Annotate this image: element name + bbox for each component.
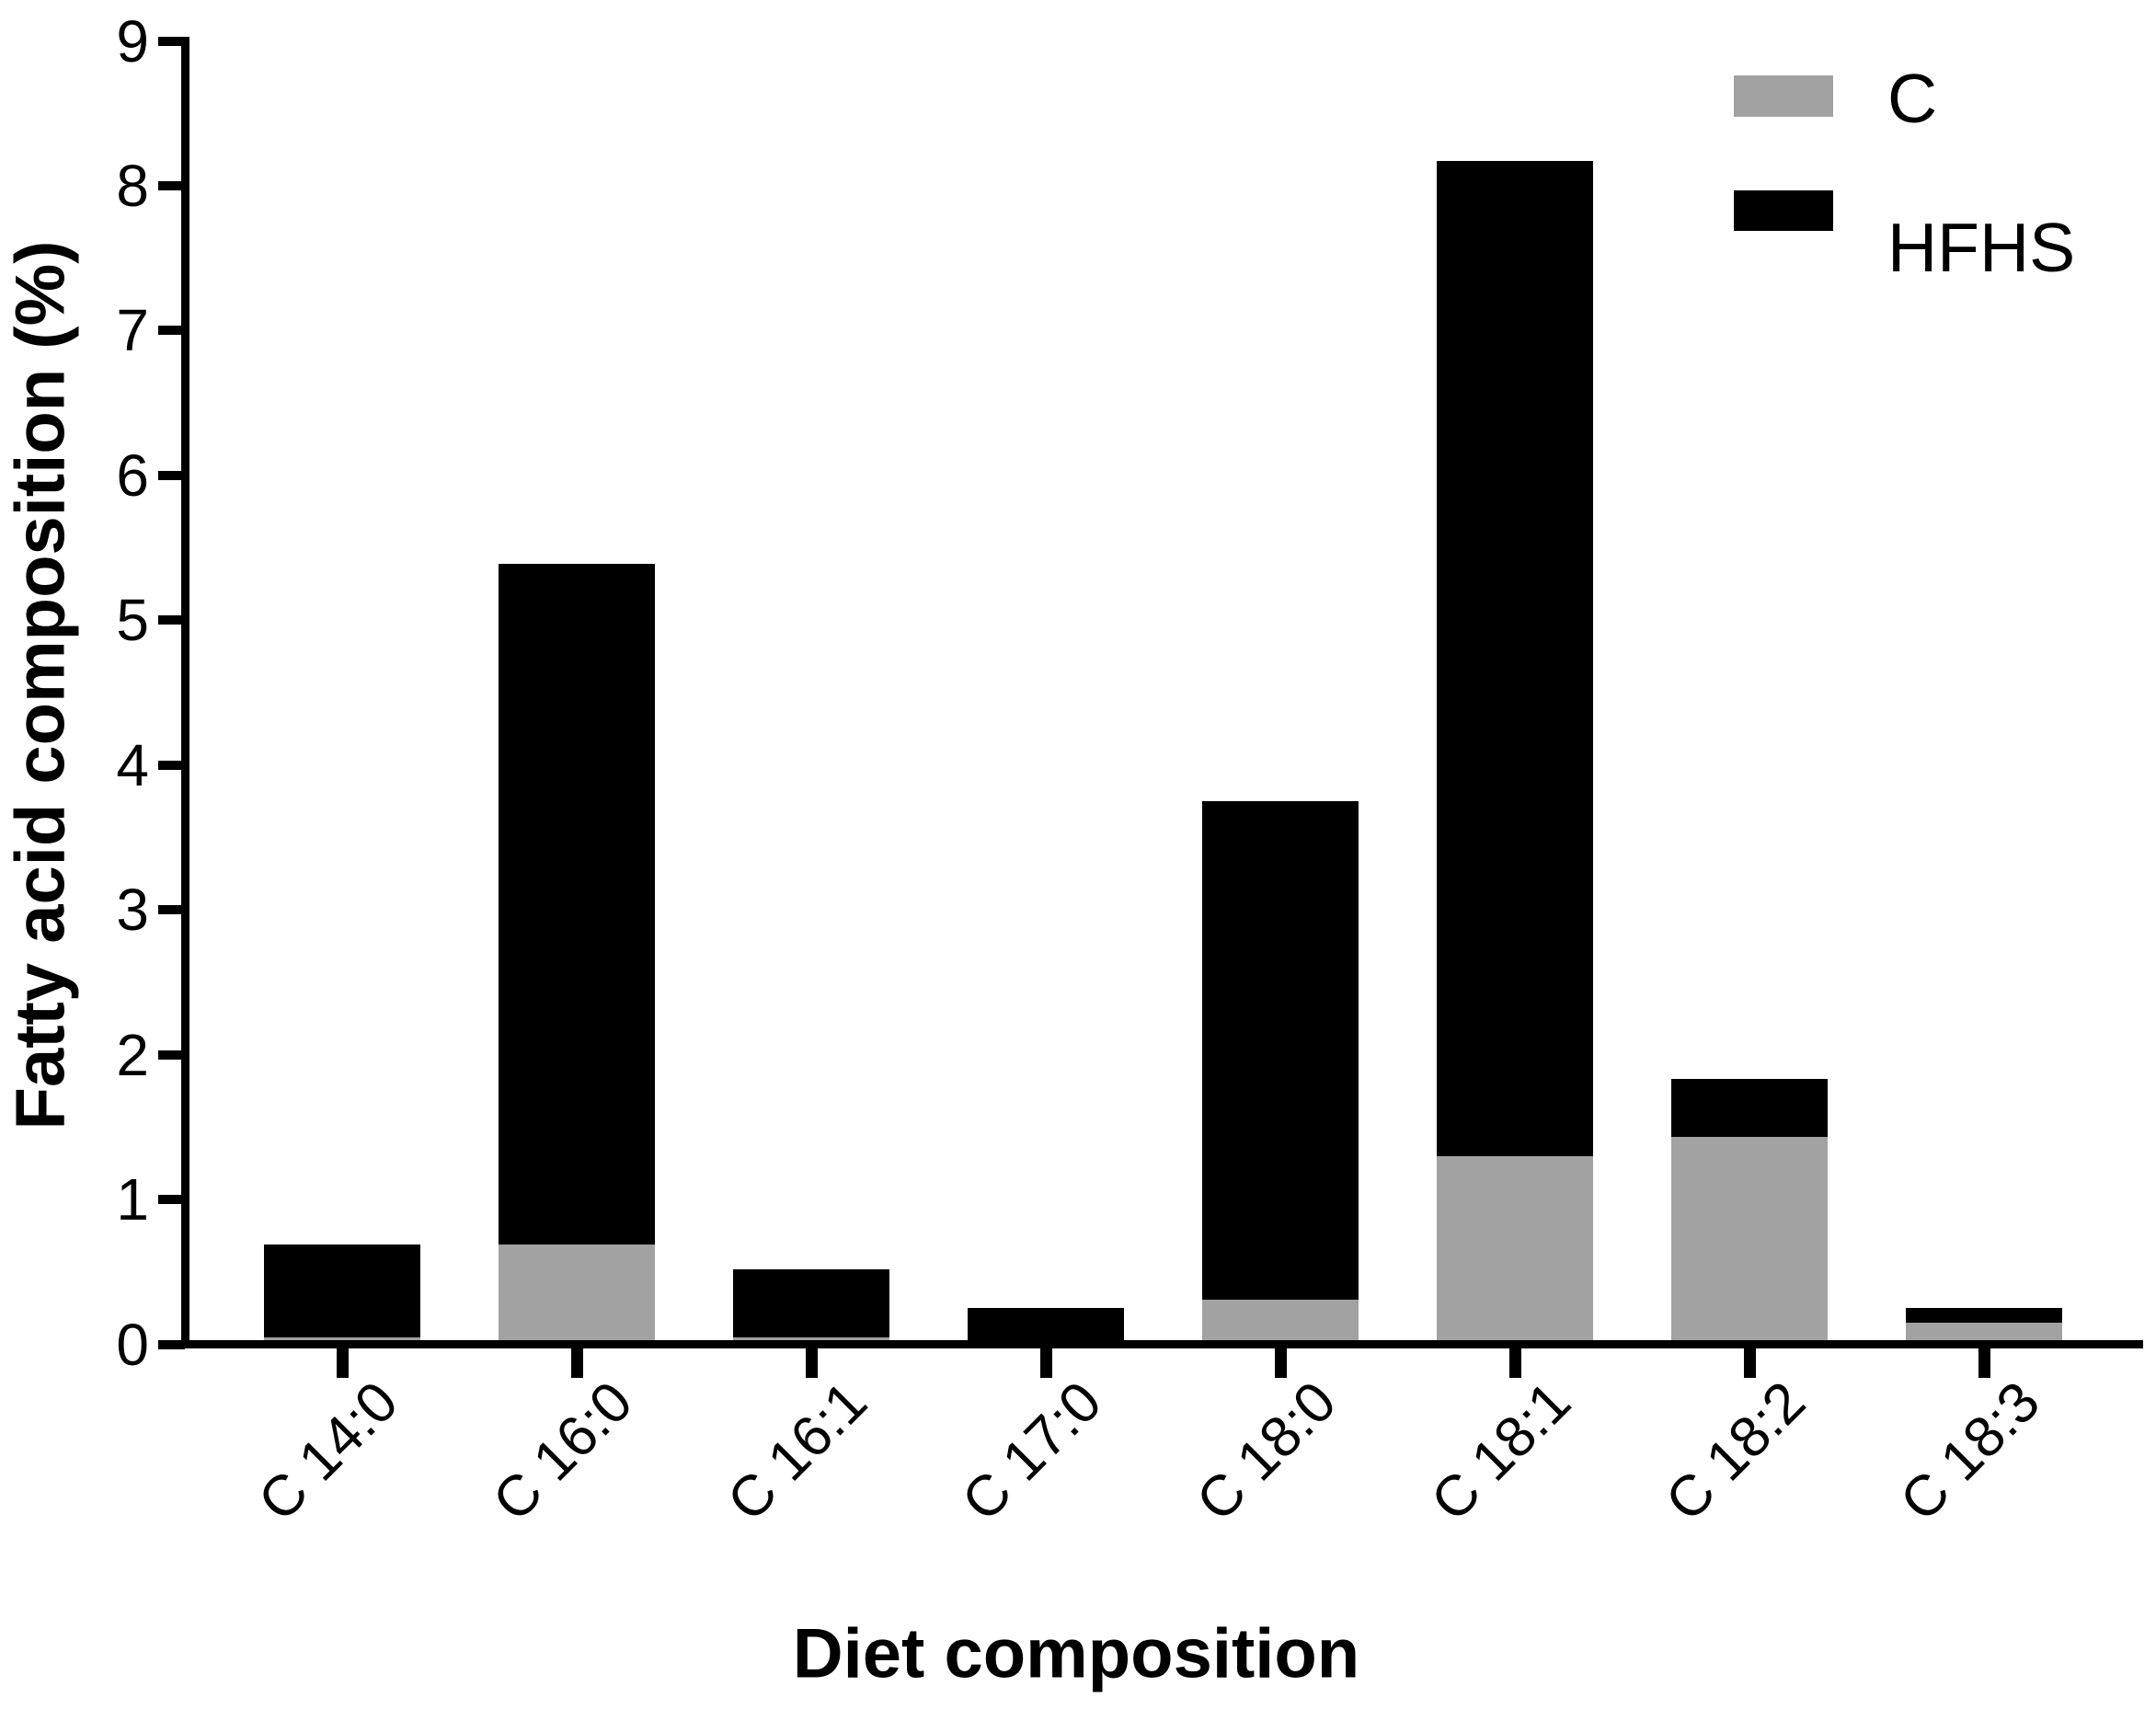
- y-tick-mark: [158, 180, 185, 190]
- bar-segment-c: [1906, 1322, 2062, 1345]
- x-tick-mark: [1039, 1348, 1052, 1378]
- x-tick-mark: [1508, 1348, 1521, 1378]
- bar-segment-hfhs: [1437, 161, 1593, 1156]
- bar-segment-hfhs: [733, 1268, 889, 1337]
- y-tick-label: 3: [116, 877, 149, 944]
- y-tick-mark: [158, 1339, 185, 1349]
- y-tick-mark: [158, 905, 185, 915]
- x-tick-label: C 16:1: [716, 1370, 879, 1534]
- x-tick-label: C 14:0: [247, 1370, 410, 1534]
- bar-segment-hfhs: [1202, 801, 1359, 1300]
- y-tick-label: 4: [116, 731, 149, 798]
- x-tick-label: C 18:3: [1888, 1370, 2052, 1534]
- legend-label-hfhs: HFHS: [1887, 209, 2076, 286]
- bar-segment-c: [1671, 1137, 1828, 1345]
- x-tick-mark: [1274, 1348, 1287, 1378]
- y-tick-label: 6: [116, 442, 149, 509]
- bar-segment-c: [1202, 1299, 1359, 1345]
- y-tick-mark: [158, 326, 185, 336]
- x-tick-mark: [1743, 1348, 1756, 1378]
- y-tick-mark: [158, 1195, 185, 1205]
- x-axis-title: Diet composition: [792, 1614, 1360, 1693]
- x-tick-mark: [1978, 1348, 1990, 1378]
- legend-swatch-hfhs: [1734, 190, 1833, 231]
- bar-segment-c: [499, 1244, 655, 1345]
- bar-segment-hfhs: [1671, 1079, 1828, 1138]
- bar-segment-hfhs: [968, 1308, 1124, 1345]
- bar-segment-c: [1437, 1155, 1593, 1345]
- x-tick-label: C 18:1: [1419, 1370, 1583, 1534]
- x-tick-label: C 18:0: [1185, 1370, 1348, 1534]
- legend-label-c: C: [1887, 60, 1938, 137]
- y-tick-label: 8: [116, 152, 149, 219]
- y-tick-label: 9: [116, 7, 149, 75]
- y-tick-mark: [158, 1049, 185, 1060]
- y-tick-mark: [158, 760, 185, 770]
- y-tick-mark: [158, 470, 185, 480]
- x-tick-label: C 18:2: [1654, 1370, 1818, 1534]
- y-axis-title: Fatty acid composition (%): [1, 240, 80, 1130]
- y-tick-label: 7: [116, 297, 149, 364]
- legend-swatch-c: [1734, 75, 1833, 117]
- x-tick-label: C 17:0: [950, 1370, 1114, 1534]
- x-tick-mark: [336, 1348, 349, 1378]
- bar-segment-hfhs: [1906, 1308, 2062, 1323]
- x-tick-mark: [805, 1348, 818, 1378]
- y-tick-label: 1: [116, 1166, 149, 1233]
- bar-segment-hfhs: [264, 1244, 420, 1337]
- y-tick-label: 5: [116, 587, 149, 654]
- y-axis-line: [181, 37, 189, 1348]
- y-tick-label: 0: [116, 1311, 149, 1378]
- x-tick-mark: [570, 1348, 583, 1378]
- bar-segment-hfhs: [499, 563, 655, 1244]
- y-tick-mark: [158, 36, 185, 46]
- y-tick-label: 2: [116, 1021, 149, 1088]
- y-tick-mark: [158, 615, 185, 625]
- x-axis-line: [181, 1340, 2143, 1348]
- x-tick-label: C 16:0: [481, 1370, 645, 1534]
